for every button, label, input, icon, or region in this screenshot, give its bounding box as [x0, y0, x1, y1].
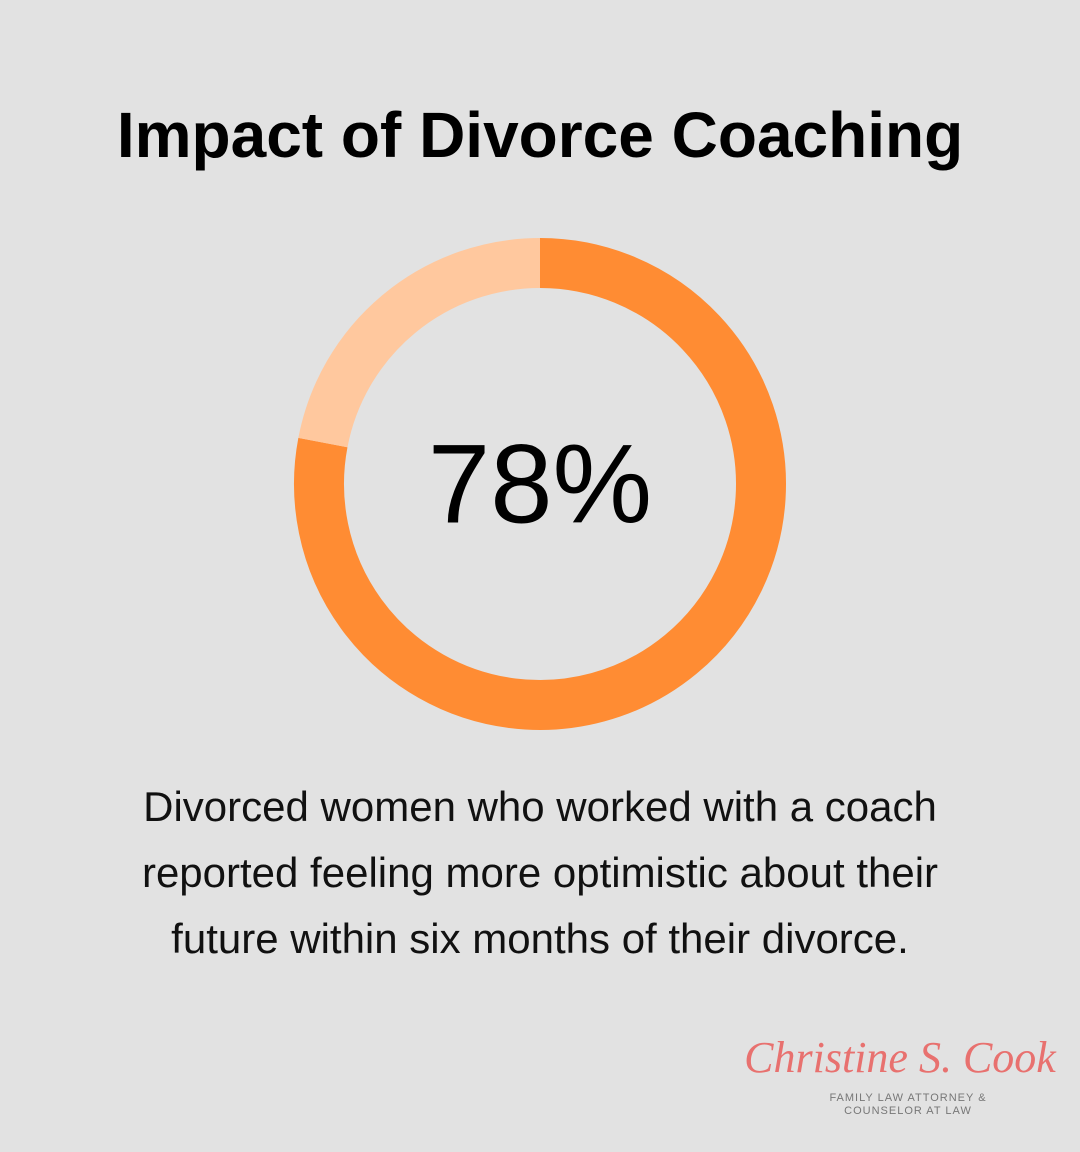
logo-tagline: FAMILY LAW ATTORNEY &: [829, 1092, 986, 1104]
value-label: 78%: [428, 422, 652, 547]
logo-name: Christine S. Cook: [744, 1033, 1057, 1082]
donut: [294, 238, 786, 730]
caption-line: reported feeling more optimistic about t…: [142, 849, 938, 896]
donut-segment: [298, 238, 541, 448]
donut-segment: [294, 238, 786, 730]
caption-line: future within six months of their divorc…: [171, 915, 909, 962]
logo-tagline: COUNSELOR AT LAW: [844, 1105, 972, 1117]
chart-title: Impact of Divorce Coaching: [117, 99, 963, 171]
caption-line: Divorced women who worked with a coach: [143, 783, 937, 830]
